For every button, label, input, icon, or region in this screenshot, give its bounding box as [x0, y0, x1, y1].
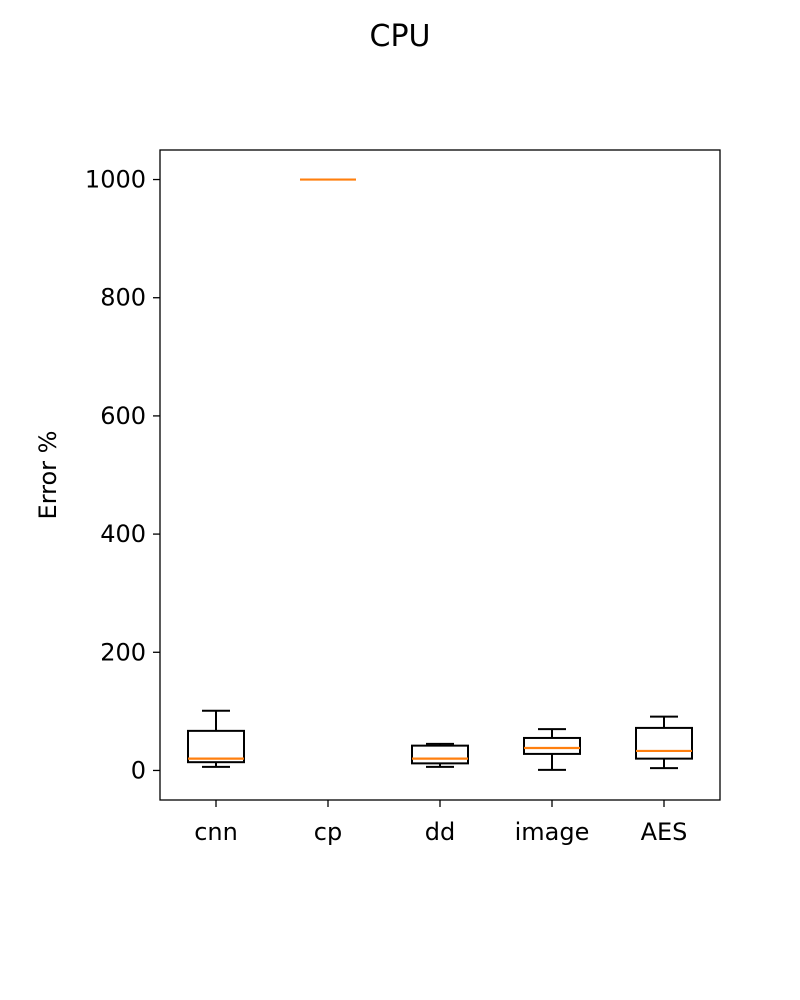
x-tick-label: cp	[314, 818, 342, 846]
box-cnn	[187, 709, 245, 768]
x-tick-label: dd	[425, 818, 455, 846]
box-AES	[635, 715, 693, 770]
box-series	[187, 178, 693, 771]
iqr-box	[187, 729, 245, 764]
x-tick-label: image	[515, 818, 590, 846]
x-axis-ticks: cnn cp dd image AES	[194, 800, 687, 846]
y-tick-label: 0	[131, 756, 146, 784]
y-tick-label: 200	[100, 638, 146, 666]
plot-area-frame	[159, 149, 721, 801]
x-tick-label: cnn	[194, 818, 238, 846]
y-tick-label: 400	[100, 520, 146, 548]
y-axis-ticks: 0 200 400 600 800 1000	[85, 166, 160, 784]
x-tick-label: AES	[641, 818, 688, 846]
chart-title: CPU	[370, 19, 431, 54]
y-tick-label: 800	[100, 284, 146, 312]
iqr-box	[523, 736, 581, 755]
box-image	[523, 728, 581, 771]
iqr-box	[411, 744, 469, 765]
iqr-box	[635, 726, 693, 760]
y-axis-label: Error %	[34, 431, 62, 520]
box-dd	[411, 742, 469, 768]
y-tick-label: 600	[100, 402, 146, 430]
y-tick-label: 1000	[85, 166, 146, 194]
